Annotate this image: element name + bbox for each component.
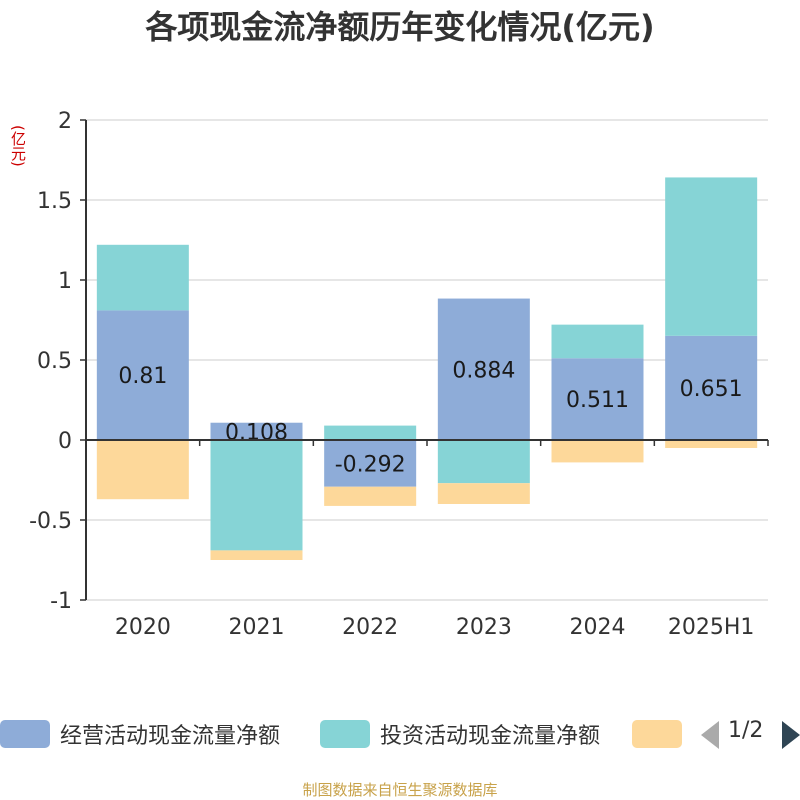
x-tick-label: 2024 <box>570 615 626 640</box>
bar-2020-series-1 <box>96 244 189 311</box>
y-tick-label: 1.5 <box>37 189 72 214</box>
bar-2024-series-2 <box>551 440 644 463</box>
bar-2021-series-0 <box>210 422 303 440</box>
bar-2024-series-0 <box>551 358 644 440</box>
legend-item-operating[interactable]: 经营活动现金流量净额 <box>0 716 280 752</box>
bar-2020-series-2 <box>96 440 189 500</box>
data-label-2024: 0.511 <box>566 388 629 413</box>
y-tick-label: -0.5 <box>29 509 72 534</box>
bar-2025H1-series-0 <box>665 335 758 440</box>
y-axis-unit: (亿元) <box>9 125 27 167</box>
x-tick-label: 2020 <box>115 615 171 640</box>
bar-2023-series-0 <box>437 298 530 440</box>
bar-2023-series-2 <box>437 483 530 504</box>
chart-title: 各项现金流净额历年变化情况(亿元) <box>145 8 655 46</box>
data-label-2022: -0.292 <box>335 452 406 477</box>
x-tick-label: 2021 <box>229 615 285 640</box>
legend-label-investing: 投资活动现金流量净额 <box>380 724 601 749</box>
y-tick-label: 0.5 <box>37 349 72 374</box>
data-label-2023: 0.884 <box>452 358 515 383</box>
bar-2022-series-2 <box>324 486 417 506</box>
x-tick-label: 2022 <box>342 615 398 640</box>
chart-plot: -1-0.500.511.520.810.108-0.2920.8840.511… <box>29 109 769 640</box>
y-tick-label: 0 <box>58 429 72 454</box>
y-tick-label: 2 <box>58 109 72 134</box>
bar-2021-series-2 <box>210 550 303 560</box>
y-tick-label: 1 <box>58 269 72 294</box>
bar-2022-series-1 <box>324 425 417 440</box>
bar-2024-series-1 <box>551 324 644 359</box>
x-tick-label: 2025H1 <box>668 615 755 640</box>
bar-2022-series-0 <box>324 440 417 487</box>
bar-2020-series-0 <box>96 310 189 440</box>
legend-item-financing[interactable] <box>632 716 682 752</box>
bar-2025H1-series-1 <box>665 177 758 336</box>
legend-item-investing[interactable]: 投资活动现金流量净额 <box>320 716 600 752</box>
x-tick-label: 2023 <box>456 615 512 640</box>
legend-swatch-investing <box>320 720 370 748</box>
bar-2021-series-1 <box>210 440 303 551</box>
data-label-2020: 0.81 <box>118 364 167 389</box>
legend-prev-page-icon[interactable] <box>701 721 719 749</box>
legend-label-operating: 经营活动现金流量净额 <box>60 724 281 749</box>
legend-page-indicator: 1/2 <box>728 718 764 743</box>
y-tick-label: -1 <box>50 589 72 614</box>
data-label-2025H1: 0.651 <box>680 377 743 402</box>
legend-swatch-financing <box>632 720 682 748</box>
legend-swatch-operating <box>0 720 50 748</box>
bar-2023-series-1 <box>437 440 530 484</box>
bar-2025H1-series-2 <box>665 440 758 448</box>
data-source-note: 制图数据来自恒生聚源数据库 <box>302 781 498 799</box>
legend-next-page-icon[interactable] <box>782 721 800 749</box>
